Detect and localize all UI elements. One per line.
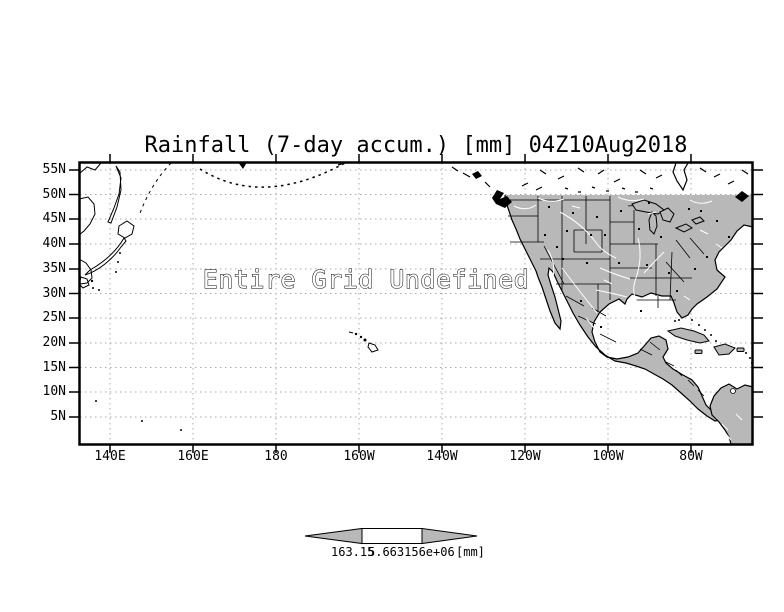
grid-undefined-annotation: Entire Grid Undefined	[203, 265, 530, 294]
hispaniola	[713, 343, 736, 356]
us-state-borders	[508, 196, 705, 312]
top-axis-ticks	[109, 154, 692, 162]
kuril-islands	[138, 162, 172, 217]
plot-title: Rainfall (7-day accum.) [mm] 04Z10Aug201…	[144, 133, 688, 158]
y-tick-label: 40N	[42, 236, 66, 251]
x-tick-label: 160E	[177, 449, 209, 464]
lake-maracaibo	[730, 388, 736, 394]
x-tick-label: 140W	[426, 449, 458, 464]
primorye-coast	[78, 196, 96, 236]
honshu	[84, 237, 127, 276]
bottom-axis-ticks	[109, 445, 692, 453]
canada-arctic-coast-fragments	[521, 162, 749, 193]
left-axis-ticks	[69, 169, 79, 418]
colorbar-left-arrow	[304, 527, 363, 545]
y-tick-label: 30N	[42, 286, 66, 301]
okhotsk-coast	[78, 162, 102, 175]
x-tick-label: 140E	[94, 449, 126, 464]
y-tick-label: 20N	[42, 335, 66, 350]
colorbar	[304, 527, 478, 545]
sakhalin-island	[107, 165, 122, 224]
japan-small-islands	[90, 252, 121, 291]
y-tick-label: 25N	[42, 310, 66, 325]
cuba	[666, 327, 710, 344]
y-tick-label: 5N	[50, 409, 66, 424]
y-tick-label: 15N	[42, 360, 66, 375]
puerto-rico	[736, 347, 745, 352]
korea-peninsula	[78, 258, 93, 285]
bahamas-and-keys	[674, 319, 753, 364]
hokkaido	[117, 220, 135, 239]
newfoundland-fragment	[735, 191, 749, 202]
jamaica	[694, 349, 703, 354]
y-tick-label: 10N	[42, 384, 66, 399]
colorbar-right-arrow	[421, 527, 478, 545]
y-tick-label: 45N	[42, 211, 66, 226]
kodiak-island	[472, 171, 482, 179]
plot-frame	[69, 154, 763, 453]
vancouver-island	[492, 190, 512, 208]
coastline-north-america	[504, 195, 754, 422]
colorbar-left-value: 163.15	[331, 545, 375, 559]
rivers-south-america	[721, 413, 743, 441]
landmass-north-america	[505, 195, 753, 421]
y-tick-label: 50N	[42, 187, 66, 202]
mexico-state-borders	[565, 295, 705, 397]
caribbean-islands	[666, 327, 745, 356]
rivers-north-america	[513, 196, 723, 344]
landmass-south-america	[710, 384, 753, 444]
x-tick-label: 120W	[509, 449, 541, 464]
coastline-south-america	[709, 383, 754, 445]
great-lakes	[631, 199, 705, 235]
x-tick-label: 100W	[592, 449, 624, 464]
x-tick-label: 80W	[679, 449, 703, 464]
colorbar-middle-box	[361, 528, 423, 544]
right-axis-ticks	[753, 169, 763, 418]
hawaiian-islands	[348, 331, 379, 353]
x-tick-label: 160W	[343, 449, 375, 464]
pacific-islets	[95, 400, 182, 431]
colorbar-right-value: 5.663156e+06	[368, 545, 455, 559]
x-tick-label: 180	[264, 449, 288, 464]
y-tick-label: 55N	[42, 162, 66, 177]
coastline-asia	[78, 162, 172, 289]
colorbar-unit: [mm]	[456, 545, 485, 559]
y-tick-label: 35N	[42, 261, 66, 276]
